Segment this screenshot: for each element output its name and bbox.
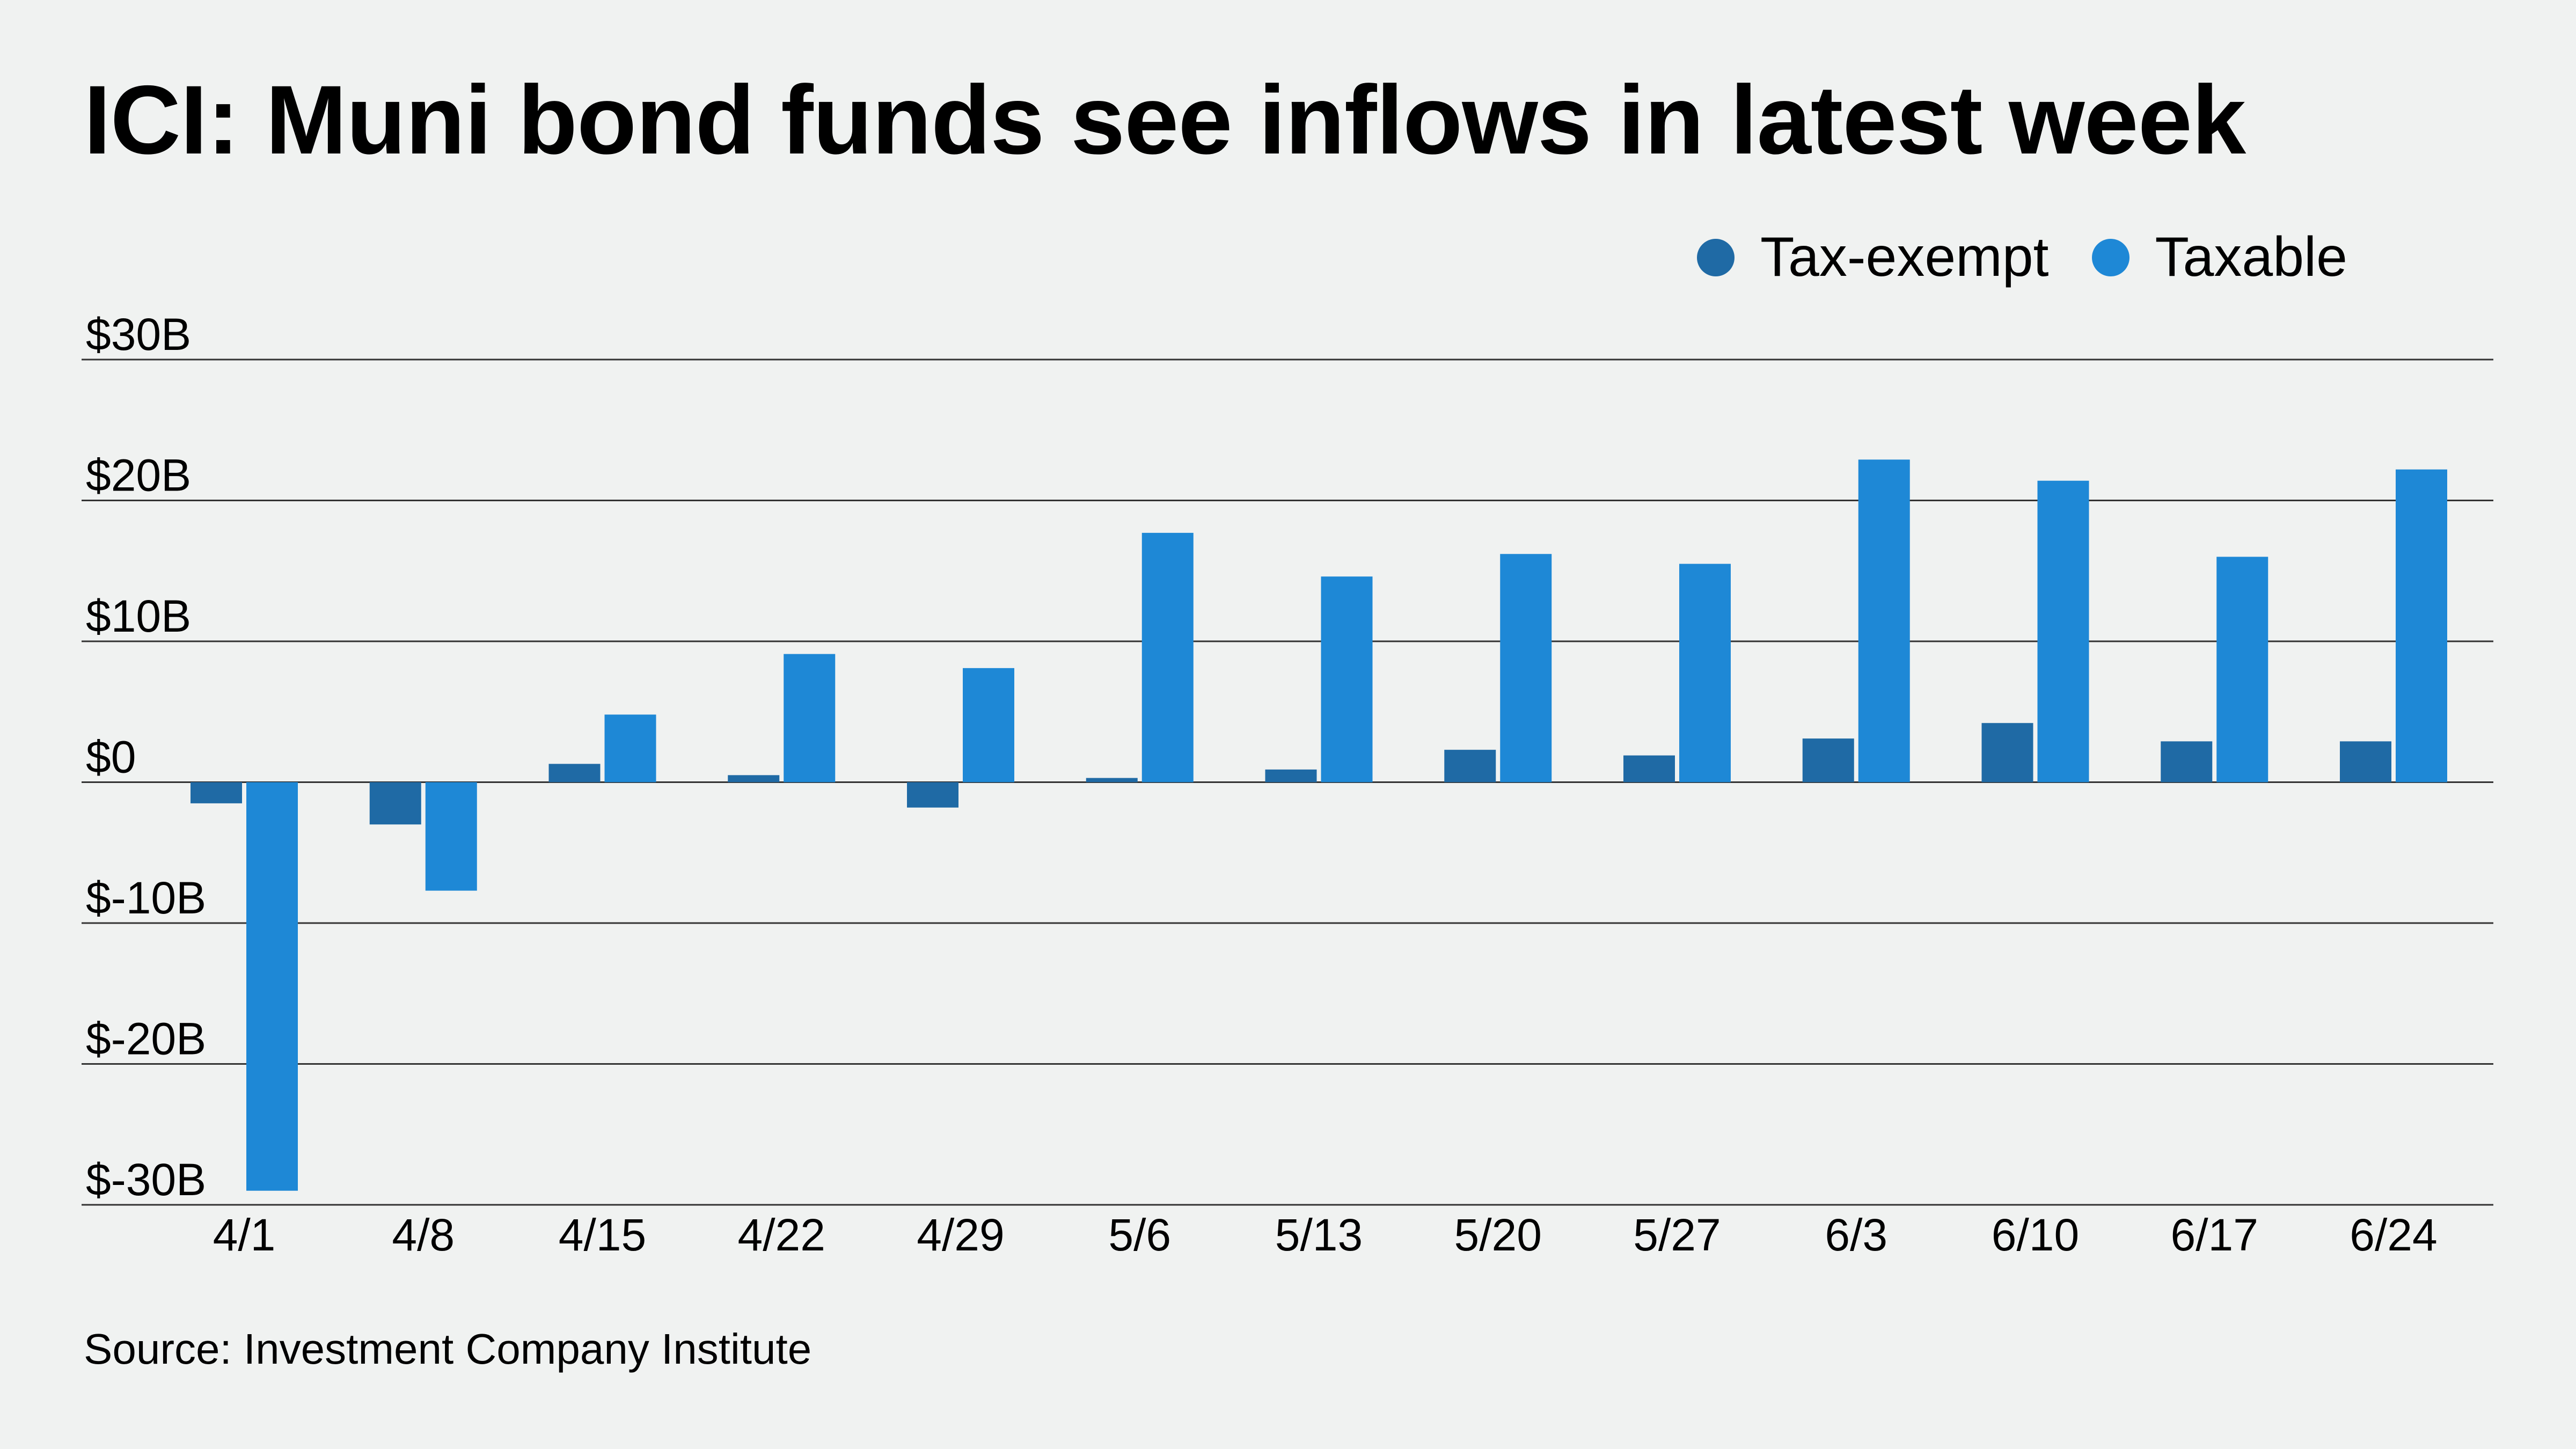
y-tick-label: $-10B bbox=[86, 873, 206, 923]
bar-taxable bbox=[1321, 576, 1373, 782]
bar-taxable bbox=[784, 654, 836, 782]
y-tick-label: $20B bbox=[86, 450, 191, 501]
bar-tax-exempt bbox=[1086, 778, 1138, 782]
legend-item-taxable: Taxable bbox=[2091, 225, 2347, 289]
y-tick-label: $10B bbox=[86, 591, 191, 641]
legend-label-tax-exempt: Tax-exempt bbox=[1760, 226, 2049, 288]
bar-taxable bbox=[963, 668, 1014, 782]
bar-taxable bbox=[1500, 554, 1552, 782]
bar-taxable bbox=[425, 782, 477, 891]
legend-label-taxable: Taxable bbox=[2155, 226, 2347, 288]
bar-tax-exempt bbox=[191, 782, 242, 803]
bar-tax-exempt bbox=[2161, 741, 2213, 782]
bar-tax-exempt bbox=[1623, 755, 1675, 782]
bar-tax-exempt bbox=[369, 782, 421, 825]
x-tick-label: 6/10 bbox=[1992, 1210, 2080, 1260]
bar-tax-exempt bbox=[1981, 723, 2033, 782]
x-tick-label: 4/29 bbox=[917, 1210, 1005, 1260]
x-tick-label: 4/1 bbox=[213, 1210, 276, 1260]
bar-taxable bbox=[1858, 459, 1910, 782]
x-tick-label: 5/6 bbox=[1108, 1210, 1171, 1260]
x-tick-label: 5/13 bbox=[1275, 1210, 1363, 1260]
chart-title: ICI: Muni bond funds see inflows in late… bbox=[84, 65, 2246, 174]
x-tick-label: 4/8 bbox=[392, 1210, 455, 1260]
bar-taxable bbox=[2037, 480, 2089, 782]
y-tick-label: $30B bbox=[86, 309, 191, 360]
y-tick-label: $-30B bbox=[86, 1154, 206, 1205]
x-tick-label: 6/17 bbox=[2171, 1210, 2259, 1260]
bar-taxable bbox=[2216, 557, 2268, 782]
source-note: Source: Investment Company Institute bbox=[84, 1325, 812, 1373]
legend-swatch-taxable bbox=[2091, 238, 2129, 276]
bar-taxable bbox=[604, 714, 656, 782]
bar-taxable bbox=[2396, 469, 2447, 782]
bar-tax-exempt bbox=[548, 764, 601, 782]
x-tick-label: 4/15 bbox=[559, 1210, 647, 1260]
bar-taxable bbox=[246, 782, 298, 1191]
y-tick-label: $-20B bbox=[86, 1014, 206, 1064]
bar-taxable bbox=[1679, 564, 1731, 782]
bar-taxable bbox=[1141, 532, 1194, 782]
legend-swatch-tax-exempt bbox=[1697, 238, 1735, 276]
bar-tax-exempt bbox=[1802, 738, 1854, 782]
x-tick-label: 5/20 bbox=[1454, 1210, 1542, 1260]
y-tick-label: $0 bbox=[86, 732, 136, 782]
x-tick-label: 5/27 bbox=[1633, 1210, 1721, 1260]
x-tick-label: 6/3 bbox=[1825, 1210, 1887, 1260]
bar-tax-exempt bbox=[1444, 750, 1496, 782]
x-tick-label: 4/22 bbox=[738, 1210, 826, 1260]
bar-tax-exempt bbox=[907, 782, 958, 808]
bar-tax-exempt bbox=[1265, 769, 1317, 782]
legend-item-tax-exempt: Tax-exempt bbox=[1697, 225, 2049, 289]
legend: Tax-exempt Taxable bbox=[1654, 225, 2347, 289]
x-tick-label: 6/24 bbox=[2350, 1210, 2438, 1260]
bar-tax-exempt bbox=[728, 775, 780, 782]
bar-tax-exempt bbox=[2340, 741, 2391, 782]
